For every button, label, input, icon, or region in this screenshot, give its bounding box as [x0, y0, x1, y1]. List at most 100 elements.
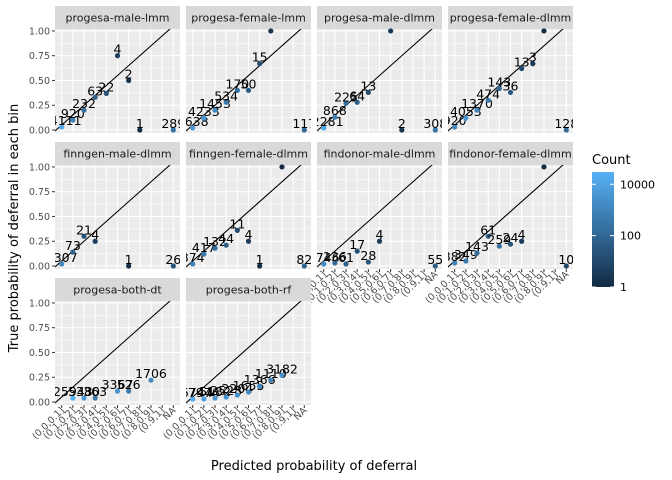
y-tick-label: 0.00 [29, 262, 50, 273]
facet-strip-label: progesa-female-dlmm [450, 12, 572, 25]
data-point [519, 65, 525, 72]
count-label: 349 [454, 247, 478, 262]
data-point [114, 388, 121, 394]
count-label: 17 [349, 237, 365, 252]
count-label: 21 [76, 222, 92, 237]
data-point [201, 115, 207, 121]
count-label: 2 [125, 66, 133, 81]
facet-strip-label: progesa-both-rf [206, 284, 293, 297]
data-point [70, 249, 76, 255]
facet-strip-label: finngen-male-dlmm [63, 148, 171, 161]
panel-progesa-both-dt: progesa-both-dt259435380363336752617060.… [29, 278, 180, 442]
facet-strip [186, 6, 311, 29]
data-point [321, 261, 327, 267]
data-point [301, 263, 307, 269]
data-point [103, 90, 109, 96]
facet-strip-label: finngen-female-dlmm [189, 148, 308, 161]
data-point [452, 124, 458, 130]
data-point [332, 114, 338, 120]
identity-line [317, 165, 433, 268]
count-label: 534 [214, 88, 238, 103]
count-label: 526 [117, 377, 141, 392]
data-point [432, 263, 438, 269]
data-point [92, 94, 98, 100]
count-label: 1 [125, 252, 133, 267]
count-label: 28 [360, 248, 376, 263]
data-point [92, 238, 98, 244]
data-point [279, 164, 285, 170]
count-label: 143 [487, 74, 511, 89]
data-point [257, 383, 263, 389]
data-point [148, 377, 154, 383]
facet-strip [448, 142, 573, 165]
count-label: 14111 [42, 113, 82, 128]
data-point [59, 124, 65, 130]
count-label: 259 [487, 232, 511, 247]
data-point [212, 395, 218, 401]
data-point [137, 127, 143, 133]
grid-lines [55, 29, 180, 133]
data-point [507, 241, 514, 247]
identity-line [448, 29, 564, 132]
data-point [376, 238, 383, 244]
data-point [365, 259, 371, 265]
data-point [70, 117, 76, 123]
data-point [399, 127, 405, 133]
data-point [257, 61, 263, 67]
count-label: 2 [267, 17, 275, 32]
count-label: 474 [476, 86, 500, 101]
count-label: 117 [292, 116, 316, 131]
count-label: 25943 [53, 384, 93, 399]
data-point [81, 107, 87, 113]
count-label: 2528 [210, 383, 242, 398]
y-tick-label: 0.50 [29, 76, 50, 87]
panel-findonor-male-dlmm: findonor-male-dlmm1746136611728455(0.0,0… [292, 142, 442, 306]
x-axis-ticks: (0.0,0.1](0.1,0.2](0.2,0.3](0.3,0.4](0.4… [30, 405, 178, 442]
count-label: 22 [98, 79, 114, 94]
data-point [126, 388, 132, 394]
data-point [354, 248, 360, 254]
x-tick-label: NA [292, 405, 310, 423]
count-label: 2 [398, 116, 406, 131]
data-point [114, 53, 121, 59]
count-label: 61 [338, 250, 354, 265]
x-axis-title: Predicted probability of deferral [211, 459, 417, 474]
facet-strip-label: progesa-male-lmm [66, 12, 170, 25]
count-label: 170 [225, 76, 249, 91]
data-point [81, 233, 87, 239]
y-axis-title: True probability of deferral in each bin [7, 104, 22, 353]
data-point [354, 99, 360, 105]
data-point [126, 77, 132, 84]
data-point [223, 242, 229, 248]
facet-strip [186, 278, 311, 301]
identity-line [55, 301, 171, 404]
grid-lines [317, 29, 442, 133]
data-point [234, 87, 240, 93]
data-point [343, 261, 349, 267]
facet-strip [55, 278, 180, 301]
count-label: 10 [558, 252, 574, 267]
data-point [463, 258, 469, 264]
data-point [507, 89, 514, 95]
grid-lines [186, 29, 311, 133]
count-legend: Count 10000 100 1 [592, 153, 655, 294]
count-label: 1 [136, 116, 144, 131]
count-label: 82 [296, 252, 312, 267]
data-point [541, 28, 547, 34]
count-label: 128 [554, 116, 578, 131]
data-point [563, 263, 569, 269]
data-point [279, 372, 285, 378]
data-point [343, 100, 349, 106]
count-label: 868 [323, 103, 347, 118]
x-axis-ticks: (0.0,0.1](0.1,0.2](0.2,0.3](0.3,0.4](0.4… [292, 269, 440, 306]
data-point [496, 243, 502, 249]
grid-lines [448, 29, 573, 133]
y-tick-label: 1.00 [29, 26, 50, 37]
